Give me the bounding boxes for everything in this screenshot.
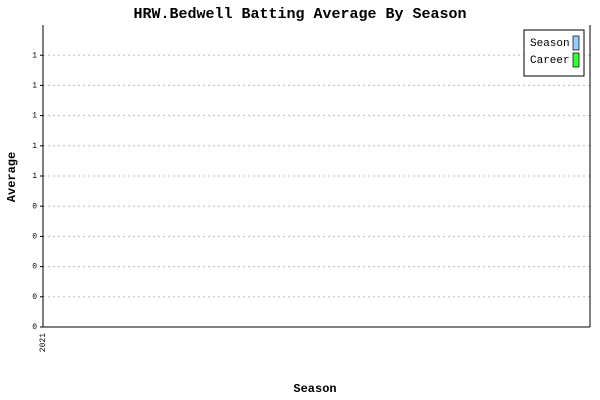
y-tick-label: 1 [32,142,37,151]
legend-swatch [572,35,580,51]
y-tick-label: 1 [32,51,37,60]
legend-label: Career [530,55,570,67]
legend-swatch [572,52,580,68]
y-tick-label: 1 [32,82,37,91]
y-tick-label: 0 [32,293,37,302]
y-tick-label: 0 [32,233,37,242]
x-axis-title: Season [293,382,336,396]
y-axis-title: Average [5,152,19,202]
legend-label: Season [530,38,570,50]
x-tick-label: 2021 [39,333,48,352]
y-tick-label: 0 [32,202,37,211]
chart-title: HRW.Bedwell Batting Average By Season [133,6,466,23]
y-tick-label: 1 [32,112,37,121]
y-tick-label: 1 [32,172,37,181]
y-tick-label: 0 [32,323,37,332]
y-tick-label: 0 [32,263,37,272]
